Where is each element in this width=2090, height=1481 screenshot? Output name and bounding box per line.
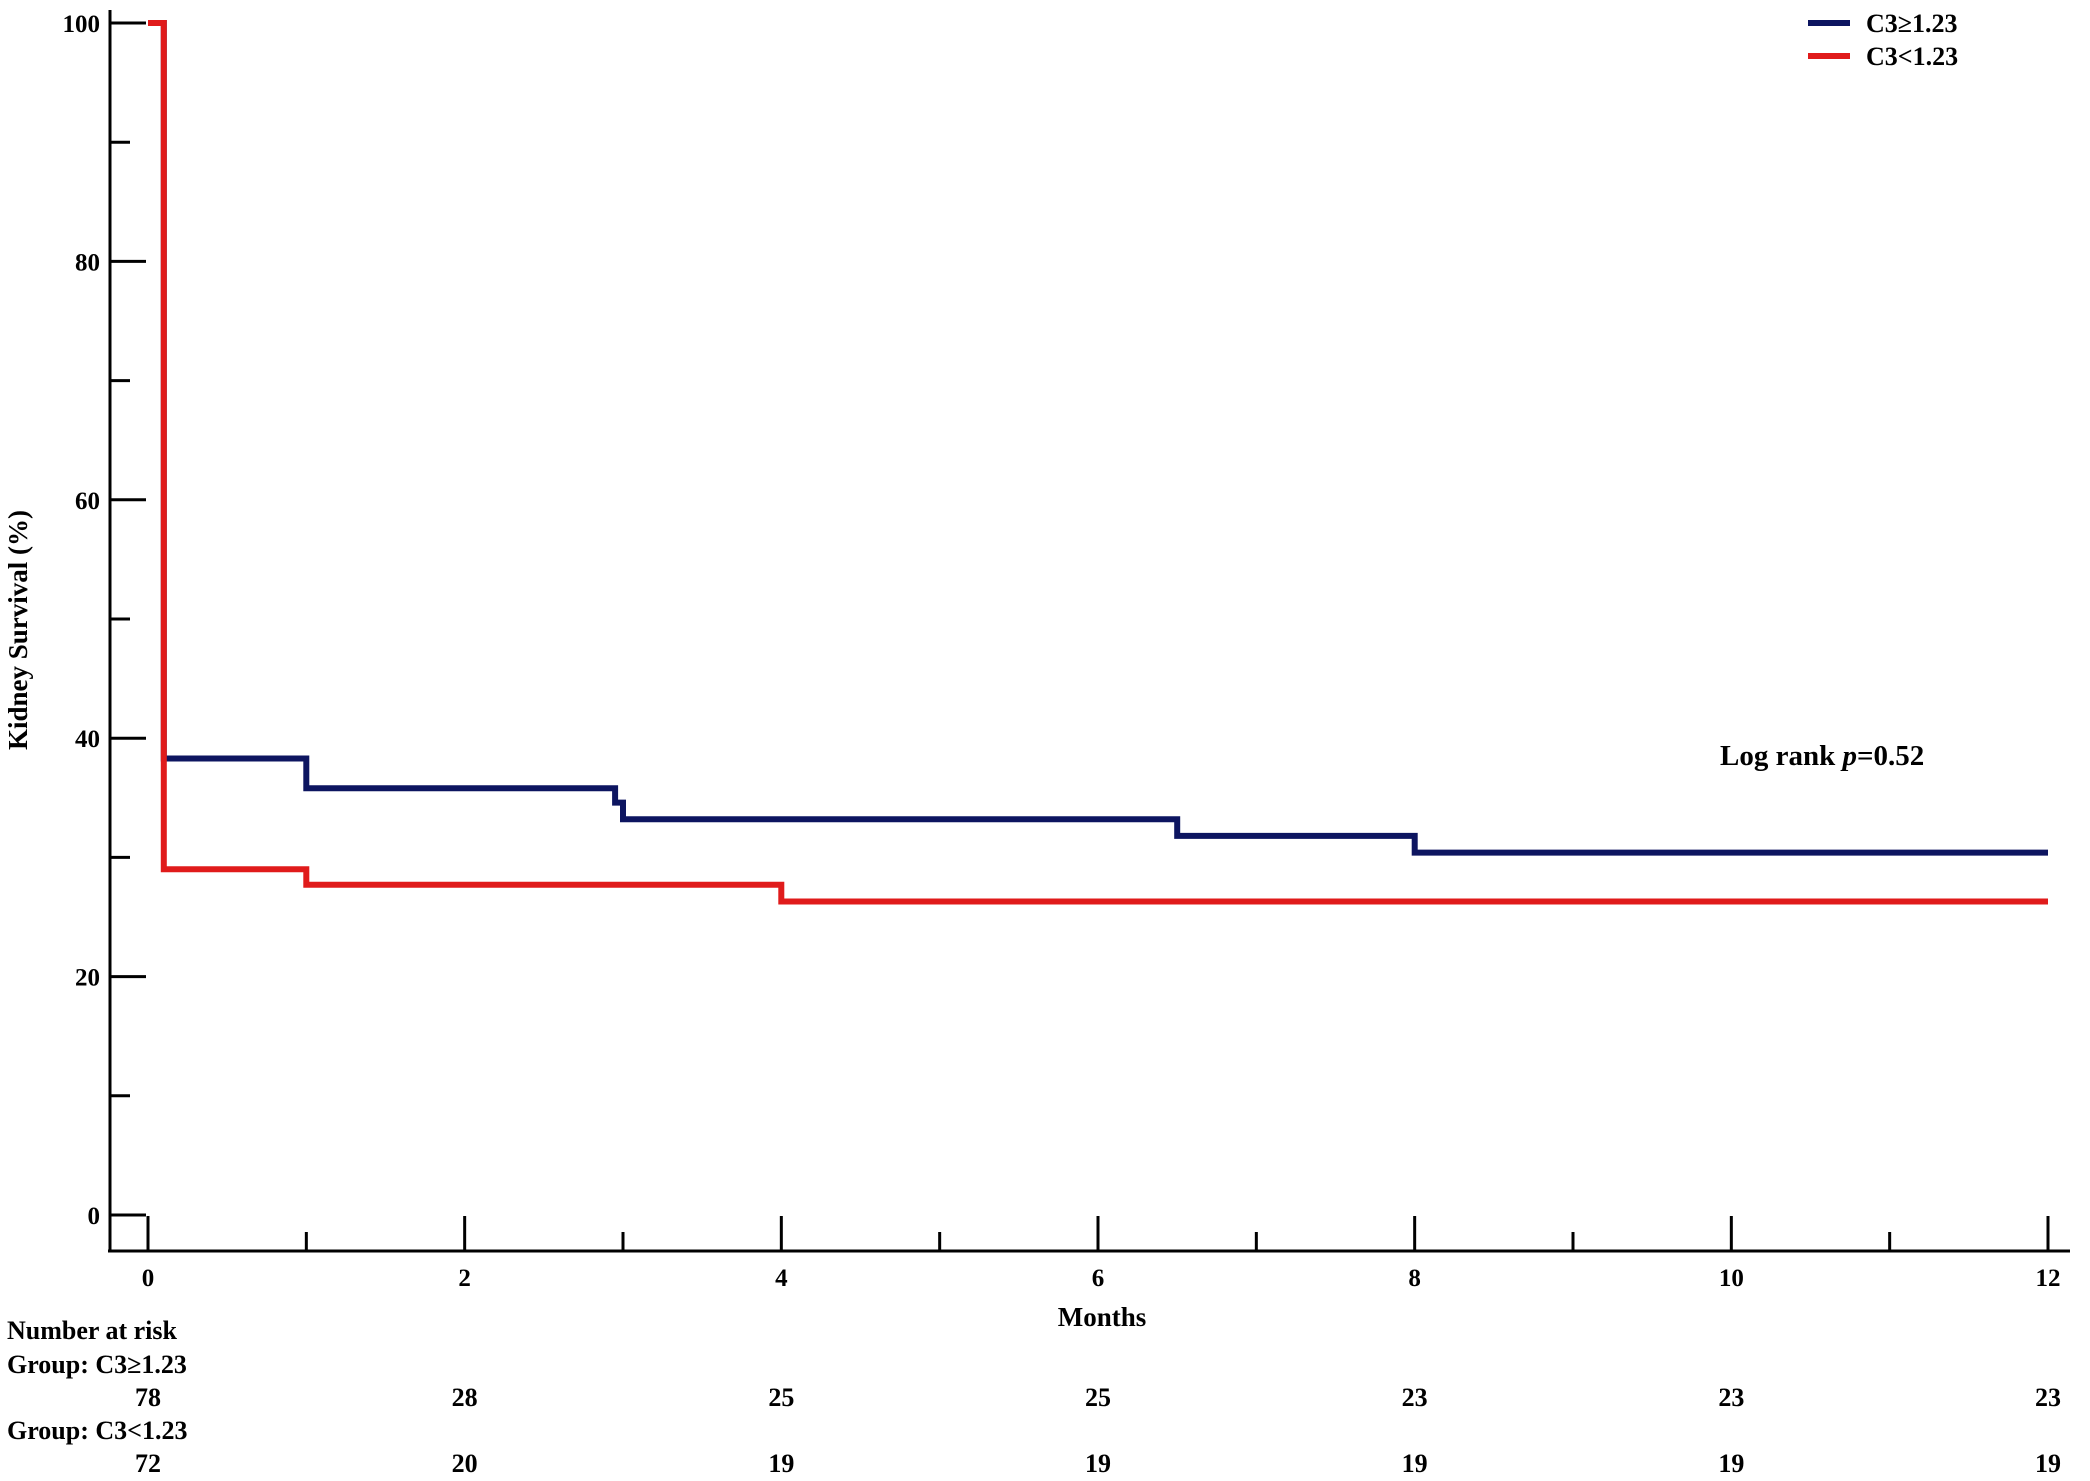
log-rank-annotation: Log rank p=0.52 [1720, 740, 1924, 772]
x-tick-label: 0 [142, 1265, 155, 1292]
risk-count: 25 [768, 1383, 794, 1412]
risk-table-title: Number at risk [7, 1316, 178, 1345]
y-tick-label: 20 [75, 965, 100, 992]
risk-count: 23 [1402, 1383, 1428, 1412]
risk-count: 23 [1718, 1383, 1744, 1412]
x-tick-label: 6 [1092, 1265, 1105, 1292]
x-tick-label: 10 [1719, 1265, 1744, 1292]
risk-count: 19 [1085, 1449, 1111, 1478]
risk-count: 19 [2035, 1449, 2061, 1478]
risk-count: 19 [1402, 1449, 1428, 1478]
y-axis-title: Kidney Survival (%) [3, 510, 33, 750]
legend-label: C3<1.23 [1866, 42, 1958, 71]
x-axis-title: Months [1058, 1302, 1147, 1332]
annotation-prefix: Log rank [1720, 740, 1842, 772]
x-tick-label: 4 [775, 1265, 788, 1292]
risk-group-label: Group: C3<1.23 [7, 1416, 187, 1445]
risk-count: 25 [1085, 1383, 1111, 1412]
risk-count: 78 [135, 1383, 161, 1412]
y-tick-label: 40 [75, 726, 100, 753]
y-tick-label: 80 [75, 249, 100, 276]
annotation-p: p [1839, 740, 1857, 772]
survival-curve-1 [148, 20, 2048, 856]
y-ticks: 0 20 40 60 80 100 [63, 11, 146, 1230]
y-tick-label: 100 [63, 11, 101, 38]
x-tick-label: 8 [1408, 1265, 1421, 1292]
risk-count: 20 [452, 1449, 478, 1478]
legend: C3≥1.23 C3<1.23 [1808, 9, 1958, 71]
risk-group-label: Group: C3≥1.23 [7, 1350, 187, 1379]
y-tick-label: 60 [75, 488, 100, 515]
risk-table: Group: C3≥1.23 78 28 25 25 23 23 23 Group: C3<1.… [7, 1350, 2061, 1478]
survival-curve-2 [148, 20, 2048, 905]
legend-label: C3≥1.23 [1866, 9, 1958, 38]
x-tick-label: 12 [2036, 1265, 2061, 1292]
risk-count: 28 [452, 1383, 478, 1412]
survival-curves [148, 20, 2048, 905]
risk-count: 23 [2035, 1383, 2061, 1412]
risk-count: 72 [135, 1449, 161, 1478]
annotation-value: =0.52 [1857, 740, 1924, 772]
y-tick-label: 0 [88, 1203, 101, 1230]
x-ticks: 0 2 4 6 8 10 12 [142, 1216, 2061, 1292]
risk-count: 19 [1718, 1449, 1744, 1478]
risk-count: 19 [768, 1449, 794, 1478]
x-tick-label: 2 [458, 1265, 471, 1292]
